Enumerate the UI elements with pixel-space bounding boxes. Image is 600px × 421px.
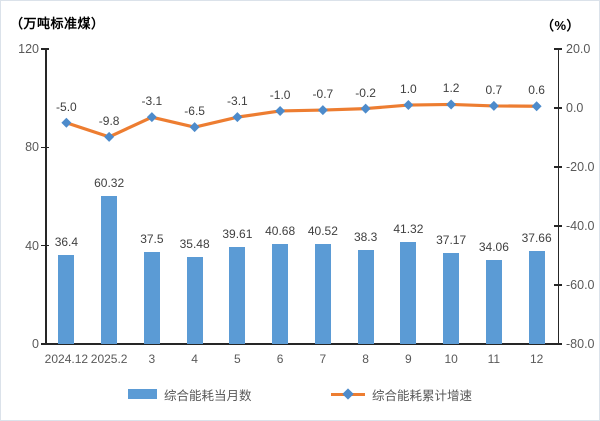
right-axis-tick: [554, 343, 562, 345]
bar: [143, 251, 160, 344]
line-value-label: 1.2: [442, 81, 460, 96]
line-value-label: -1.0: [269, 87, 291, 102]
bar: [443, 252, 460, 344]
bar-value-label: 41.32: [393, 222, 424, 237]
right-axis-title: （%）: [541, 18, 581, 33]
bar-legend-swatch: [128, 389, 157, 399]
left-axis-tick-label: 0: [32, 337, 39, 351]
x-axis-category-label: 10: [444, 352, 458, 366]
right-axis-tick-label: -80.0: [566, 337, 595, 351]
line-value-label: -0.2: [355, 85, 376, 100]
line-marker-diamond: [275, 105, 286, 116]
line-marker-diamond: [531, 101, 542, 112]
left-axis-tick: [41, 244, 49, 247]
legend-item-line-series: 综合能耗累计增速: [331, 387, 473, 403]
left-axis-title: （万吨标准煤）: [10, 16, 105, 31]
right-axis-tick-label: -40.0: [566, 219, 595, 233]
bar-value-label: 34.06: [478, 240, 509, 255]
bar-value-label: 40.68: [265, 223, 296, 238]
right-axis-tick: [554, 166, 562, 168]
x-axis-category-label: 4: [191, 352, 198, 366]
x-axis-line: [45, 342, 559, 345]
line-value-label: 1.0: [400, 82, 417, 97]
bar-value-label: 40.52: [307, 224, 338, 239]
x-axis-category-label: 11: [487, 352, 501, 366]
bar-value-label: 37.66: [521, 231, 552, 246]
bar: [357, 249, 374, 344]
left-axis-tick: [41, 343, 49, 345]
bar-value-label: 36.4: [54, 234, 79, 249]
x-axis-category-label: 2024.12: [44, 352, 89, 366]
line-marker-diamond: [360, 103, 371, 114]
bar: [400, 242, 417, 344]
right-axis-tick: [554, 48, 562, 50]
bar-value-label: 60.32: [94, 175, 125, 190]
right-axis-tick: [554, 225, 562, 227]
line-marker-diamond: [189, 122, 200, 133]
legend-item-bar-series: 综合能耗当月数: [128, 387, 252, 403]
line-legend-swatch: [331, 387, 365, 400]
bar-value-label: 37.17: [436, 232, 467, 247]
x-axis-category-label: 8: [362, 352, 369, 366]
line-marker-diamond: [403, 100, 414, 111]
line-value-label: 0.7: [485, 82, 503, 97]
bar: [485, 260, 502, 344]
right-axis-tick-label: -20.0: [566, 160, 595, 174]
bar: [58, 254, 75, 344]
left-axis-tick-label: 40: [25, 238, 39, 253]
bar-legend-label: 综合能耗当月数: [164, 388, 252, 403]
bar: [314, 244, 331, 344]
line-marker-diamond: [146, 112, 157, 123]
bar: [229, 246, 246, 344]
line-value-label: 0.6: [528, 83, 545, 98]
line-value-label: -9.8: [98, 113, 120, 128]
diamond-marker-icon: [342, 387, 354, 400]
line-marker-diamond: [488, 100, 499, 111]
right-axis-line: [557, 49, 559, 344]
bar: [272, 243, 289, 344]
x-axis-category-label: 6: [276, 352, 284, 366]
bar-value-label: 37.5: [140, 231, 164, 246]
line-marker-diamond: [104, 131, 115, 142]
bar-value-label: 39.61: [222, 226, 253, 241]
bar-value-label: 38.3: [353, 229, 378, 244]
right-axis-tick-label: 0.0: [566, 101, 584, 115]
line-marker-diamond: [232, 112, 243, 123]
left-axis-tick: [41, 146, 49, 149]
right-axis-tick: [554, 107, 562, 109]
line-marker-diamond: [61, 117, 72, 128]
line-value-label: -5.0: [56, 99, 77, 114]
right-axis-tick: [554, 284, 562, 286]
bar-value-label: 35.48: [179, 236, 210, 251]
x-axis-category-label: 7: [319, 352, 327, 366]
right-axis-tick-label: -60.0: [566, 278, 595, 292]
line-marker-diamond: [317, 105, 328, 116]
bar: [528, 251, 545, 344]
x-axis-category-label: 12: [529, 352, 544, 366]
line-value-label: -0.7: [312, 87, 334, 102]
bar: [101, 195, 118, 344]
left-axis-line: [45, 49, 47, 344]
left-axis-tick: [41, 48, 49, 50]
line-marker-diamond: [446, 99, 457, 110]
x-axis-category-label: 2025.2: [90, 352, 128, 366]
left-axis-tick-label: 80: [25, 140, 39, 155]
line-legend-label: 综合能耗累计增速: [372, 388, 473, 403]
x-axis-category-label: 9: [405, 352, 412, 366]
bar: [186, 256, 203, 344]
trend-line: [65, 102, 537, 139]
x-axis-category-label: 3: [148, 352, 156, 366]
left-axis-tick-label: 120: [18, 42, 39, 56]
right-axis-tick-label: 20.0: [566, 42, 591, 56]
x-axis-category-label: 5: [234, 352, 241, 366]
